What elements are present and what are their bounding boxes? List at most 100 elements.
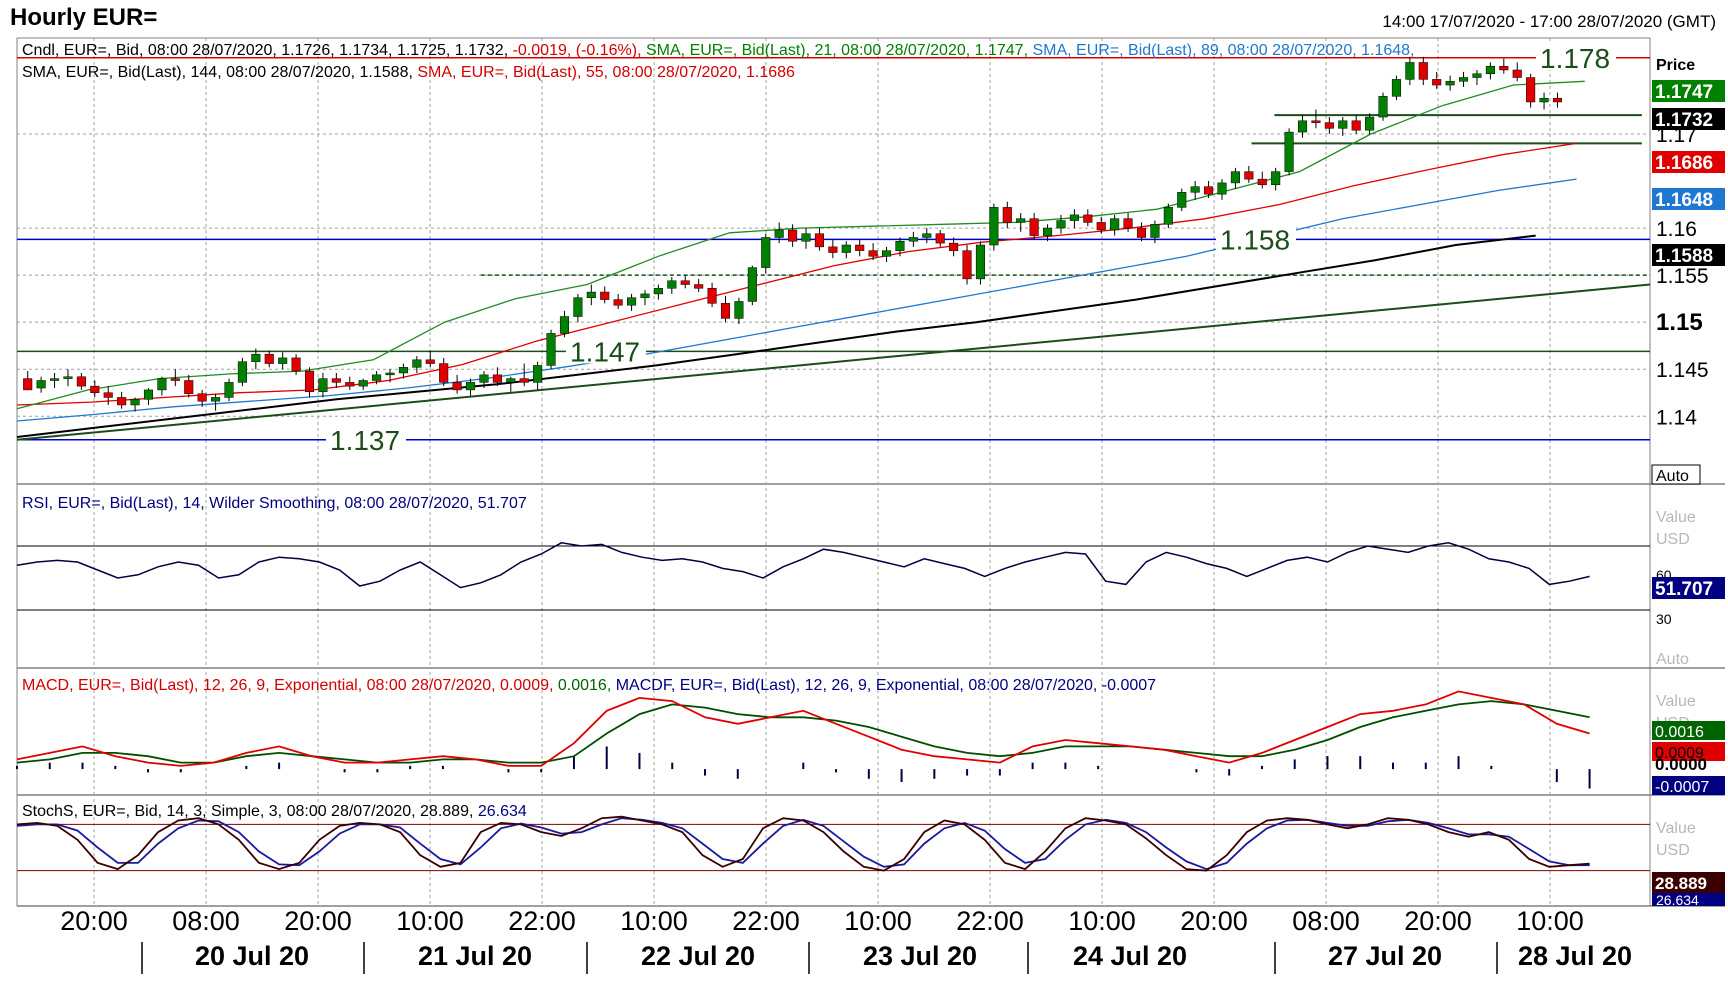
candle-up	[734, 301, 744, 319]
candle-up	[801, 233, 811, 242]
date-range: 14:00 17/07/2020 - 17:00 28/07/2020 (GMT…	[1382, 12, 1716, 31]
candle-up	[398, 367, 408, 374]
macd-value-tag: 0.0016	[1655, 724, 1704, 741]
candle-up	[774, 229, 784, 238]
candle-up	[237, 361, 247, 383]
candle-up	[573, 297, 583, 317]
candle-down	[291, 357, 301, 372]
candle-up	[747, 267, 757, 302]
candle-down	[90, 385, 100, 393]
price-value-tag: 1.1747	[1655, 82, 1713, 103]
macd-value-tag-bg	[1652, 742, 1725, 761]
candle-down	[425, 359, 435, 364]
macd-value-tag: -0.0007	[1655, 779, 1709, 796]
header-segment: MACDF, EUR=, Bid(Last), 12, 26, 9, Expon…	[616, 677, 1156, 694]
candle-up	[1271, 171, 1281, 186]
x-tick-label: 10:00	[1068, 906, 1136, 936]
candle-down	[1526, 77, 1536, 103]
header-segment: StochS, EUR=, Bid, 14, 3, Simple, 3, 08:…	[22, 803, 478, 820]
price-axis-title: Price	[1656, 57, 1695, 74]
stoch-value-tag: 28.889	[1655, 874, 1707, 893]
candle-down	[117, 397, 127, 406]
stoch-value-tag-bg	[1652, 893, 1725, 906]
x-tick-label: 22:00	[732, 906, 800, 936]
x-date-label: 28 Jul 20	[1518, 941, 1632, 971]
candle-up	[385, 372, 395, 376]
header-segment: SMA, EUR=, Bid(Last), 89, 08:00 28/07/20…	[1032, 42, 1414, 59]
x-date-label: 27 Jul 20	[1328, 941, 1442, 971]
candle-up	[1190, 186, 1200, 193]
header-segment: 0.0016,	[558, 677, 616, 694]
price-value-tag-bg	[1652, 108, 1725, 130]
candle-up	[143, 389, 154, 400]
price-value-tag: 1.1588	[1655, 246, 1713, 267]
candle-up	[1163, 207, 1173, 225]
candle-down	[868, 250, 878, 257]
candle-down	[949, 242, 959, 251]
x-date-label: 21 Jul 20	[418, 941, 532, 971]
plot-area-border	[16, 37, 1651, 907]
x-tick-label: 20:00	[284, 906, 352, 936]
rsi-tick-label: 30	[1656, 611, 1672, 627]
candle-down	[331, 378, 341, 383]
candle-up	[412, 359, 422, 368]
candle-up	[1378, 96, 1388, 118]
candle-up	[1150, 224, 1160, 238]
macd-value-tag: 0.0009	[1655, 745, 1704, 762]
macd-header: MACD, EUR=, Bid(Last), 12, 26, 9, Expone…	[22, 677, 1156, 694]
macd-value-tag-bg	[1652, 721, 1725, 740]
candle-up	[1016, 218, 1026, 223]
sma55-line	[16, 142, 1577, 406]
price-tick-label: 1.155	[1656, 265, 1709, 288]
x-date-label: 22 Jul 20	[641, 941, 755, 971]
candle-down	[1499, 65, 1509, 71]
candle-down	[1552, 97, 1563, 103]
candle-up	[761, 237, 771, 268]
candle-up	[1069, 214, 1079, 221]
candle-up	[895, 240, 905, 251]
candle-up	[479, 374, 489, 383]
candle-up	[465, 382, 476, 391]
x-date-label: 20 Jul 20	[195, 941, 309, 971]
candle-down	[184, 380, 194, 394]
candle-up	[506, 378, 516, 383]
candle-up	[908, 237, 918, 242]
stoch-value-tag: 26.634	[1656, 892, 1699, 908]
x-tick-label: 10:00	[620, 906, 688, 936]
candle-down	[1204, 186, 1214, 195]
candle-up	[881, 250, 892, 257]
candle-up	[667, 280, 677, 289]
candle-down	[1324, 122, 1334, 129]
candle-down	[1311, 120, 1321, 123]
candle-up	[224, 382, 234, 398]
candle-up	[841, 244, 851, 253]
candle-up	[627, 297, 637, 306]
level-label: 1.178	[1540, 43, 1610, 74]
x-tick-label: 22:00	[508, 906, 576, 936]
candle-down	[452, 382, 462, 391]
level-label-bg	[1216, 225, 1296, 252]
macd-value-tag-bg	[1652, 776, 1725, 795]
candle-up	[1230, 171, 1240, 184]
candle-up	[1043, 227, 1053, 236]
candle-up	[546, 333, 556, 366]
candle-up	[1445, 81, 1455, 86]
rsi-value-tag: 51.707	[1655, 579, 1713, 600]
rsi-header: RSI, EUR=, Bid(Last), 14, Wilder Smoothi…	[22, 495, 527, 512]
candle-up	[1391, 79, 1401, 97]
candle-up	[157, 378, 167, 391]
price-value-tag-bg	[1652, 188, 1725, 210]
candle-down	[197, 393, 207, 402]
candle-down	[962, 250, 972, 280]
level-label: 1.137	[330, 425, 400, 456]
macd-zero-label: 0.0000	[1655, 755, 1707, 774]
header-segment: MACD, EUR=, Bid(Last), 12, 26, 9, Expone…	[22, 677, 558, 694]
candle-up	[1485, 65, 1495, 75]
level-label: 1.147	[570, 336, 640, 367]
candle-up	[50, 378, 60, 381]
header-segment: SMA, EUR=, Bid(Last), 55, 08:00 28/07/20…	[417, 64, 795, 81]
auto-label: Auto	[1656, 468, 1689, 485]
x-tick-label: 10:00	[396, 906, 464, 936]
